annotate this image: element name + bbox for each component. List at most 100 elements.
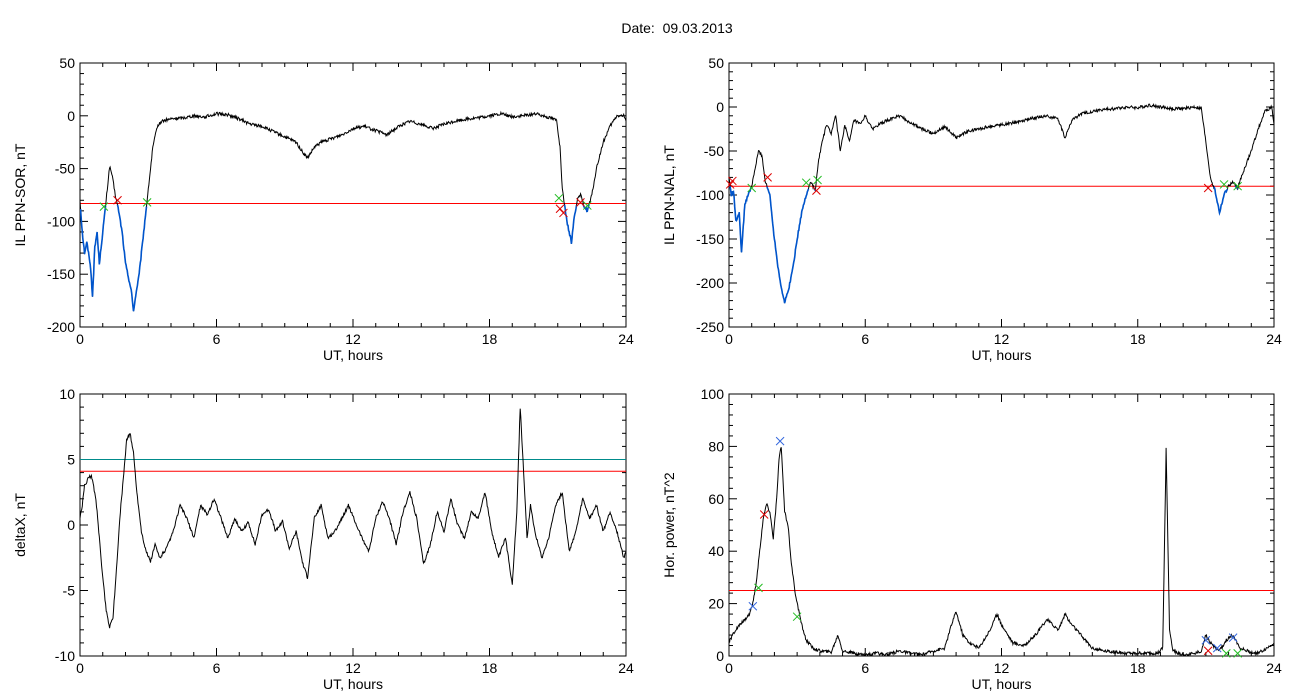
y-tick-label: 20 — [708, 596, 724, 612]
x-tick-label: 0 — [76, 331, 84, 347]
event-marker — [813, 175, 822, 185]
highlight-segment — [1213, 185, 1229, 217]
event-marker — [576, 198, 585, 207]
series-line — [729, 103, 1274, 304]
x-tick-label: 18 — [1130, 660, 1146, 676]
event-marker — [792, 612, 802, 622]
highlight-segment — [1236, 187, 1239, 190]
chart-ppn-sor: 0 6 12 18 24 -200 -150 -100 -50 0 50 UT, hours IL PP… — [12, 55, 634, 363]
event-marker — [1219, 180, 1229, 189]
y-tick-label: 5 — [67, 452, 75, 468]
event-marker — [555, 204, 565, 214]
y-tick-label: -10 — [55, 648, 75, 664]
y-tick-label: -150 — [47, 266, 75, 282]
x-tick-label: 12 — [345, 331, 361, 347]
highlight-segment — [80, 206, 107, 297]
page-title: Date: 09.03.2013 — [621, 20, 733, 36]
x-tick-label: 6 — [213, 660, 221, 676]
x-tick-label: 0 — [725, 331, 733, 347]
x-tick-label: 0 — [76, 660, 84, 676]
x-tick-label: 12 — [345, 660, 361, 676]
x-tick-label: 24 — [1266, 660, 1282, 676]
series-line — [80, 408, 626, 629]
x-tick-label: 18 — [482, 660, 498, 676]
event-marker — [801, 178, 811, 188]
highlight-segment — [563, 204, 578, 244]
y-tick-label: 0 — [67, 108, 75, 124]
y-axis-title: deltaX, nT — [12, 493, 28, 557]
chart-hor-power: 0 6 12 18 24 0 20 40 60 80 100 UT, hours Hor. power,… — [661, 386, 1282, 692]
plot-frame — [79, 62, 627, 328]
series-line — [729, 447, 1274, 656]
plot-frame — [728, 62, 1275, 328]
x-tick-label: 18 — [1130, 331, 1146, 347]
x-tick-label: 6 — [213, 331, 221, 347]
event-marker — [582, 201, 592, 210]
y-tick-label: -250 — [696, 319, 724, 335]
event-marker — [1221, 649, 1231, 658]
x-tick-label: 6 — [861, 331, 869, 347]
y-tick-label: -100 — [47, 213, 75, 229]
y-tick-label: 0 — [716, 648, 724, 664]
y-tick-label: 0 — [716, 99, 724, 115]
chart-ppn-nal: 0 6 12 18 24 -250 -200 -150 -100 -50 0 50 UT, hours I… — [661, 55, 1282, 363]
y-axis-title: Hor. power, nT^2 — [661, 472, 677, 578]
highlight-segment — [116, 204, 148, 312]
event-marker — [99, 202, 109, 211]
plot-frame — [79, 393, 627, 657]
highlight-segment — [582, 204, 590, 213]
event-marker — [759, 510, 769, 519]
y-tick-label: -200 — [47, 319, 75, 335]
event-marker — [1233, 181, 1243, 191]
y-tick-label: 50 — [59, 55, 75, 71]
event-marker — [728, 176, 737, 186]
event-marker — [763, 173, 772, 182]
event-marker — [1203, 646, 1213, 656]
chart-deltax: 0 6 12 18 24 -10 -5 0 5 10 UT, hours deltaX, nT — [12, 386, 634, 692]
event-marker — [1233, 649, 1243, 658]
y-tick-label: -50 — [55, 161, 75, 177]
y-tick-label: 10 — [59, 386, 75, 402]
x-tick-label: 24 — [1266, 331, 1282, 347]
event-marker — [748, 601, 758, 611]
y-axis-title: IL PPN-NAL, nT — [661, 145, 677, 245]
y-axis-title: IL PPN-SOR, nT — [12, 143, 28, 246]
y-tick-label: 40 — [708, 543, 724, 559]
x-tick-label: 6 — [861, 660, 869, 676]
x-axis-title: UT, hours — [323, 676, 383, 692]
x-tick-label: 12 — [994, 660, 1010, 676]
event-marker — [775, 436, 785, 446]
event-marker — [747, 183, 757, 193]
x-axis-title: UT, hours — [972, 676, 1032, 692]
y-tick-label: -150 — [696, 231, 724, 247]
y-tick-label: -100 — [696, 187, 724, 203]
y-tick-label: 80 — [708, 438, 724, 454]
event-marker — [1212, 643, 1222, 653]
y-tick-label: 100 — [701, 386, 725, 402]
y-tick-label: -5 — [63, 583, 76, 599]
event-marker — [559, 208, 568, 218]
event-marker — [113, 195, 122, 205]
highlight-segment — [729, 186, 752, 253]
series-line — [80, 110, 626, 312]
x-axis-title: UT, hours — [972, 347, 1032, 363]
event-marker — [554, 193, 564, 203]
highlight-segment — [1234, 185, 1237, 188]
x-tick-label: 0 — [725, 660, 733, 676]
y-tick-label: -50 — [704, 143, 724, 159]
x-axis-title: UT, hours — [323, 347, 383, 363]
x-tick-label: 24 — [618, 660, 634, 676]
y-tick-label: 60 — [708, 491, 724, 507]
plot-frame — [728, 393, 1275, 657]
event-marker — [812, 186, 821, 195]
y-tick-label: 50 — [708, 55, 724, 71]
x-tick-label: 12 — [994, 331, 1010, 347]
event-marker — [1203, 183, 1213, 193]
event-marker — [754, 583, 763, 593]
x-tick-label: 24 — [618, 331, 634, 347]
y-tick-label: 0 — [67, 517, 75, 533]
event-marker — [1228, 633, 1238, 643]
x-tick-label: 18 — [482, 331, 498, 347]
event-marker — [1201, 635, 1211, 645]
